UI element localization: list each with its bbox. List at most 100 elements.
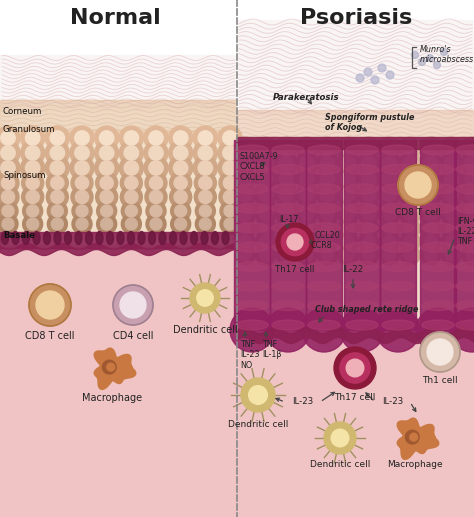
Circle shape (338, 245, 358, 265)
Circle shape (338, 205, 358, 225)
Ellipse shape (236, 262, 268, 271)
Circle shape (421, 232, 441, 252)
Circle shape (403, 172, 417, 186)
Circle shape (199, 176, 212, 190)
Circle shape (444, 141, 458, 155)
Circle shape (358, 199, 380, 221)
Circle shape (363, 236, 375, 248)
Circle shape (341, 172, 355, 186)
Circle shape (364, 68, 372, 76)
Circle shape (400, 245, 420, 265)
Circle shape (46, 186, 68, 208)
Circle shape (403, 157, 417, 171)
Ellipse shape (272, 184, 304, 194)
Circle shape (338, 232, 358, 252)
Circle shape (169, 141, 192, 165)
Circle shape (383, 172, 396, 186)
Circle shape (376, 308, 420, 352)
Bar (237, 20, 474, 115)
Circle shape (239, 236, 251, 248)
Ellipse shape (236, 281, 268, 291)
Ellipse shape (308, 242, 340, 252)
Circle shape (241, 378, 275, 412)
Circle shape (358, 184, 380, 205)
Ellipse shape (236, 145, 268, 155)
Circle shape (255, 205, 276, 225)
Circle shape (383, 222, 395, 234)
Ellipse shape (1, 232, 9, 245)
Circle shape (26, 131, 40, 145)
Circle shape (462, 245, 474, 265)
Circle shape (465, 188, 474, 202)
Ellipse shape (222, 232, 229, 245)
Circle shape (173, 131, 188, 145)
Circle shape (100, 161, 114, 175)
Circle shape (462, 205, 474, 225)
Circle shape (234, 184, 256, 205)
Circle shape (119, 126, 143, 150)
Circle shape (238, 141, 252, 155)
Circle shape (260, 236, 272, 248)
Text: Dendritic cell: Dendritic cell (228, 420, 288, 429)
Circle shape (113, 285, 153, 325)
Circle shape (195, 201, 215, 221)
Circle shape (296, 168, 318, 190)
Circle shape (279, 188, 293, 202)
Circle shape (410, 433, 418, 441)
Text: Dendritic cell: Dendritic cell (173, 325, 237, 335)
Ellipse shape (272, 262, 304, 271)
Circle shape (399, 199, 421, 221)
Circle shape (342, 236, 354, 248)
Circle shape (446, 222, 457, 234)
Circle shape (70, 156, 94, 180)
Circle shape (173, 146, 188, 160)
Circle shape (150, 205, 162, 217)
Ellipse shape (422, 203, 454, 214)
Circle shape (378, 184, 401, 205)
Circle shape (324, 422, 356, 454)
Circle shape (300, 203, 314, 217)
Circle shape (399, 184, 421, 205)
Circle shape (275, 184, 297, 205)
Circle shape (287, 234, 303, 250)
Ellipse shape (456, 300, 474, 311)
Ellipse shape (308, 262, 340, 271)
Ellipse shape (456, 184, 474, 194)
Circle shape (235, 218, 255, 238)
Circle shape (75, 161, 89, 175)
Circle shape (124, 131, 138, 145)
Circle shape (425, 209, 437, 221)
Circle shape (198, 131, 212, 145)
Circle shape (400, 205, 420, 225)
Text: S100A7-9
CXCL8
CXCL5: S100A7-9 CXCL8 CXCL5 (240, 152, 279, 182)
Circle shape (359, 245, 379, 265)
Circle shape (223, 161, 237, 175)
Ellipse shape (346, 242, 378, 252)
Bar (0, 245, 237, 517)
Circle shape (317, 184, 338, 205)
Circle shape (356, 74, 364, 82)
Ellipse shape (272, 223, 304, 233)
Circle shape (466, 209, 474, 221)
Circle shape (239, 249, 251, 261)
Circle shape (1, 131, 15, 145)
Circle shape (318, 232, 337, 252)
Ellipse shape (382, 320, 414, 330)
Circle shape (342, 209, 354, 221)
Circle shape (466, 222, 474, 234)
Circle shape (450, 308, 474, 352)
Circle shape (255, 168, 277, 190)
Ellipse shape (272, 203, 304, 214)
Circle shape (279, 203, 293, 217)
Circle shape (321, 209, 334, 221)
Circle shape (234, 153, 256, 175)
Circle shape (461, 153, 474, 175)
Ellipse shape (85, 232, 92, 245)
Circle shape (255, 232, 276, 252)
Ellipse shape (456, 262, 474, 271)
Circle shape (341, 141, 355, 155)
Bar (454, 140, 474, 330)
Circle shape (144, 126, 168, 150)
Circle shape (195, 214, 215, 234)
Circle shape (259, 157, 273, 171)
